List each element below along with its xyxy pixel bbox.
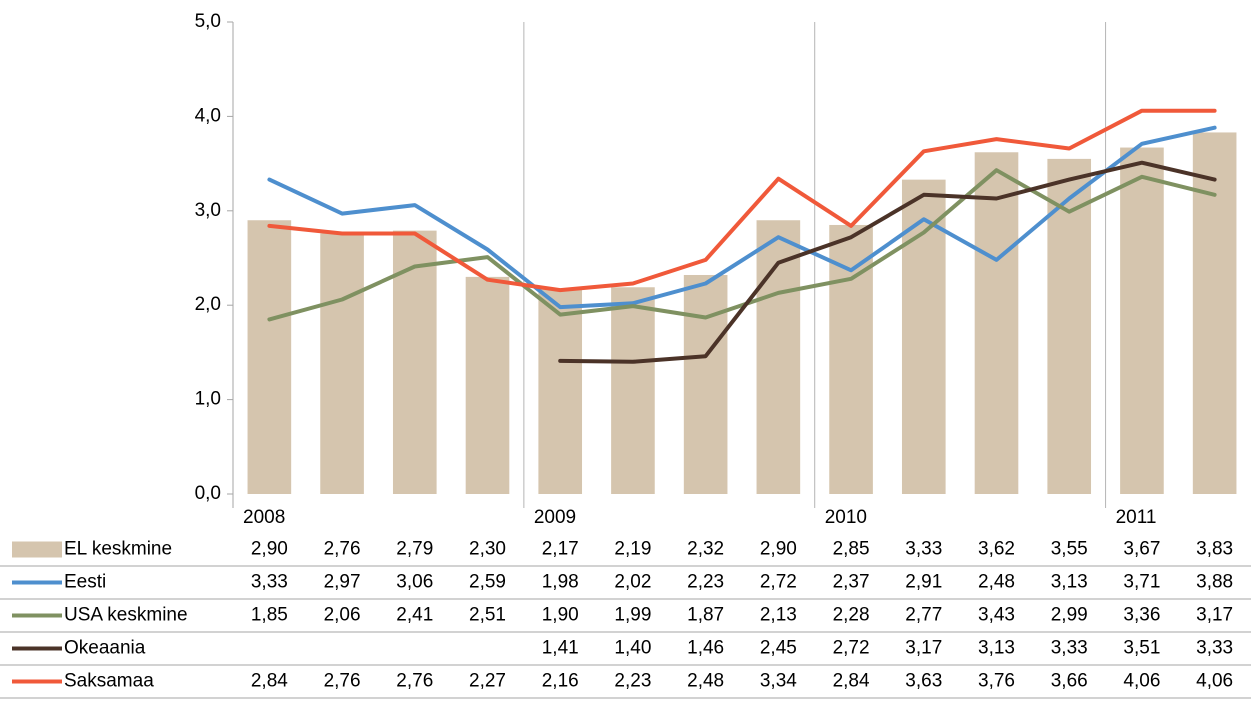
bar [392,230,437,494]
line [267,108,1217,293]
table-value: 2,90 [760,539,797,560]
table-value: 3,62 [978,539,1015,560]
table-value: 2,76 [324,671,361,692]
table-value: 1,99 [614,605,651,626]
table-value: 2,48 [978,572,1015,593]
y-tick-label: 4,0 [195,105,221,126]
table-value: 2,77 [905,605,942,626]
table-value: 2,16 [542,671,579,692]
legend-label: Saksamaa [64,671,154,692]
table-value: 3,67 [1123,539,1160,560]
table-value: 3,66 [1051,671,1088,692]
x-tick-label: 2011 [1116,507,1157,528]
table-value: 3,63 [905,671,942,692]
bar [1047,158,1092,494]
table-value: 2,85 [833,539,870,560]
table-value: 2,41 [396,605,433,626]
table-value: 3,76 [978,671,1015,692]
table-value: 2,91 [905,572,942,593]
table-value: 2,72 [833,638,870,659]
table-value: 4,06 [1196,671,1233,692]
table-value: 2,76 [396,671,433,692]
table-value: 2,13 [760,605,797,626]
table-value: 3,33 [905,539,942,560]
table-value: 2,97 [324,572,361,593]
table-value: 3,33 [1196,638,1233,659]
legend-label: Eesti [64,572,106,593]
table-value: 3,55 [1051,539,1088,560]
table-value: 1,85 [251,605,288,626]
table-value: 2,51 [469,605,506,626]
table-value: 2,23 [614,671,651,692]
legend-label: USA keskmine [64,605,188,626]
y-tick-label: 3,0 [195,200,221,221]
table-value: 3,17 [905,638,942,659]
table-value: 1,46 [687,638,724,659]
table-value: 3,06 [396,572,433,593]
table-value: 3,43 [978,605,1015,626]
bar [974,152,1019,494]
bar [538,289,583,494]
table-value: 2,48 [687,671,724,692]
table-value: 1,87 [687,605,724,626]
y-tick-label: 2,0 [195,294,221,315]
table-value: 3,51 [1123,638,1160,659]
table-value: 1,40 [614,638,651,659]
legend-swatch [12,541,62,558]
x-tick-label: 2010 [825,507,867,528]
line [267,125,1217,310]
table-value: 2,76 [324,539,361,560]
table-value: 2,84 [833,671,870,692]
table-value: 2,84 [251,671,288,692]
table-value: 1,90 [542,605,579,626]
table-value: 3,71 [1123,572,1160,593]
table-value: 2,02 [614,572,651,593]
table-value: 3,13 [1051,572,1088,593]
table-value: 2,59 [469,572,506,593]
table-value: 2,72 [760,572,797,593]
table-value: 1,41 [542,638,579,659]
bar [1120,147,1164,494]
table-value: 2,27 [469,671,506,692]
table-value: 3,83 [1196,539,1233,560]
bar [683,274,728,494]
x-tick-label: 2008 [243,507,285,528]
table-value: 2,90 [251,539,288,560]
bar [1192,132,1237,494]
legend-label: EL keskmine [64,539,172,560]
table-value: 2,28 [833,605,870,626]
table-value: 3,13 [978,638,1015,659]
y-tick-label: 5,0 [195,11,221,32]
y-tick-label: 0,0 [195,483,221,504]
bar [320,233,364,494]
table-value: 2,06 [324,605,361,626]
table-value: 2,17 [542,539,579,560]
table-value: 3,88 [1196,572,1233,593]
line [558,160,1217,364]
bar [465,276,510,494]
table-value: 2,45 [760,638,797,659]
table-value: 2,99 [1051,605,1088,626]
line [267,168,1217,322]
table-value: 3,34 [760,671,797,692]
table-value: 3,36 [1123,605,1160,626]
table-value: 2,79 [396,539,433,560]
table-value: 3,33 [251,572,288,593]
bar [611,287,655,494]
table-value: 3,17 [1196,605,1233,626]
table-value: 2,19 [614,539,651,560]
table-value: 2,32 [687,539,724,560]
table-value: 2,30 [469,539,506,560]
table-value: 4,06 [1123,671,1160,692]
x-tick-label: 2009 [534,507,576,528]
table-value: 3,33 [1051,638,1088,659]
table-value: 1,98 [542,572,579,593]
table-value: 2,37 [833,572,870,593]
bar [247,220,292,495]
legend-label: Okeaania [64,638,146,659]
table-value: 2,23 [687,572,724,593]
y-tick-label: 1,0 [195,389,221,410]
